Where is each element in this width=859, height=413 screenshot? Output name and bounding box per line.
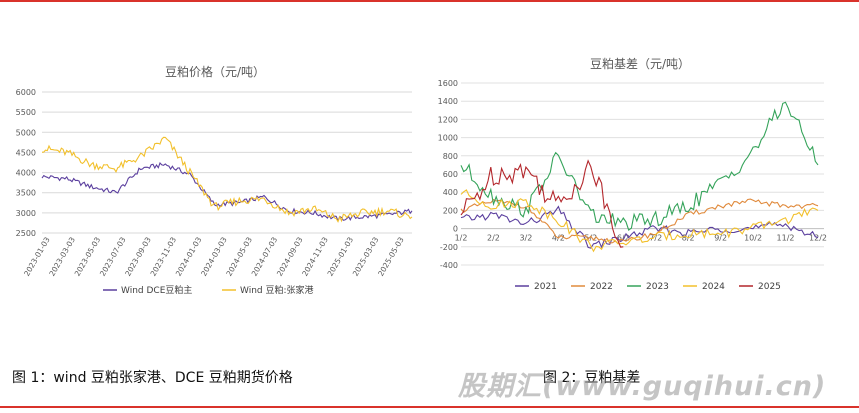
top-rule	[0, 0, 859, 2]
series-line-2025	[460, 159, 624, 248]
y-tick-label: 6000	[16, 88, 36, 97]
x-tick-label: 6/2	[617, 234, 630, 243]
legend-label: 2023	[646, 282, 669, 292]
legend-label: 2021	[534, 282, 557, 292]
y-tick-label: 1400	[438, 97, 458, 106]
series-line-2021	[460, 205, 819, 249]
legend-label: Wind DCE豆粕主	[121, 284, 192, 296]
basis-chart: 豆粕基差（元/吨） -400 -200 0 200 400 600 800 1000 1200 1…	[438, 56, 827, 292]
y-tick-label: 1600	[438, 79, 458, 88]
y-tick-label: 4500	[16, 148, 36, 157]
y-tick-label: 5500	[16, 108, 36, 117]
y-tick-label: 1000	[438, 134, 458, 143]
series-line-zhangjiagang	[41, 136, 413, 223]
legend-label: 2024	[702, 282, 725, 292]
x-tick-label: 2/2	[487, 234, 500, 243]
x-tick-label: 12/2	[809, 234, 827, 243]
caption-figure-1: 图 1：wind 豆粕张家港、DCE 豆粕期货价格	[12, 370, 293, 386]
y-tick-label: 2500	[16, 229, 36, 238]
basis-chart-title: 豆粕基差（元/吨）	[590, 56, 690, 71]
x-tick-label: 3/2	[519, 234, 532, 243]
series-line-dce	[41, 161, 413, 223]
x-tick-label: 9/2	[714, 234, 727, 243]
y-tick-label: 0	[453, 225, 458, 234]
y-tick-label: -400	[440, 261, 458, 270]
y-tick-label: 600	[443, 170, 458, 179]
watermark: 股期汇(www.guqihui.cn)	[458, 371, 827, 402]
x-tick-label: 2025-05-03	[376, 235, 406, 277]
y-tick-label: 800	[443, 152, 458, 161]
x-tick-label: 7/2	[649, 234, 662, 243]
legend-label: Wind 豆粕:张家港	[240, 284, 314, 296]
series-line-2023	[460, 101, 819, 231]
x-tick-label: 11/2	[777, 234, 795, 243]
y-tick-label: -200	[440, 243, 458, 252]
legend-label: 2025	[758, 282, 781, 292]
series-line-2024	[460, 189, 819, 253]
y-tick-label: 400	[443, 188, 458, 197]
x-tick-label: 10/2	[744, 234, 762, 243]
price-chart: 豆粕价格（元/吨） 2500 3000 3500 4000 4500 5000 5500 60…	[16, 64, 413, 296]
price-chart-title: 豆粕价格（元/吨）	[165, 64, 265, 79]
legend-label: 2022	[590, 282, 613, 292]
y-tick-label: 5000	[16, 128, 36, 137]
series-line-2022	[460, 198, 819, 245]
y-tick-label: 3500	[16, 189, 36, 198]
y-tick-label: 3000	[16, 209, 36, 218]
x-tick-label: 1/2	[455, 234, 468, 243]
y-tick-label: 4000	[16, 169, 36, 178]
bottom-rule	[0, 406, 859, 408]
y-tick-label: 200	[443, 206, 458, 215]
x-tick-label: 5/2	[584, 234, 597, 243]
y-tick-label: 1200	[438, 115, 458, 124]
caption-figure-2: 图 2：豆粕基差	[543, 370, 641, 386]
